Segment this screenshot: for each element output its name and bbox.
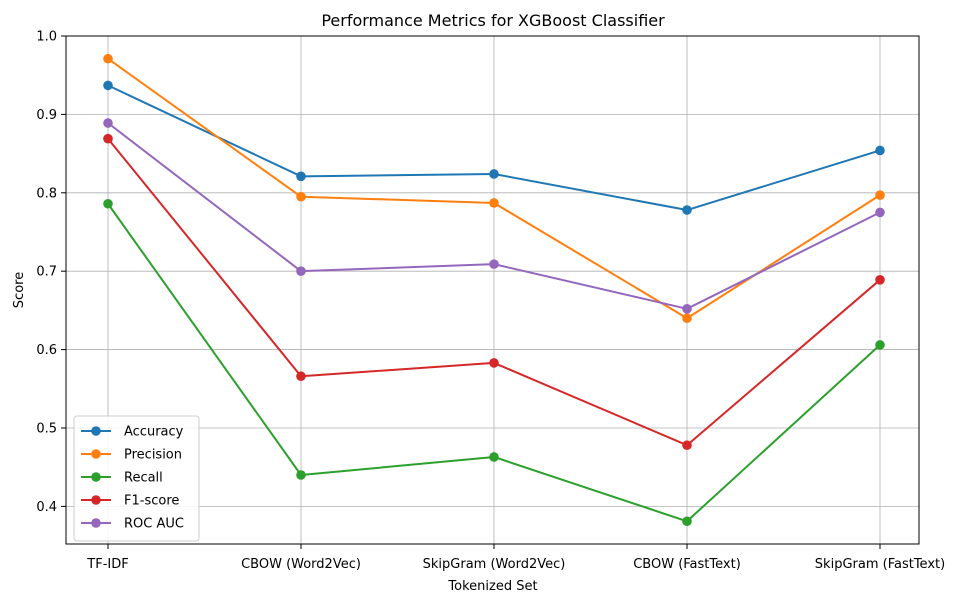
chart-title: Performance Metrics for XGBoost Classifi…: [321, 11, 665, 30]
legend-label: Precision: [124, 448, 182, 463]
data-point-precision: [682, 313, 692, 324]
data-point-precision: [875, 190, 885, 200]
data-point-roc-auc: [682, 304, 692, 314]
legend-swatch-marker: [91, 472, 101, 482]
x-tick-label: SkipGram (Word2Vec): [423, 557, 566, 572]
plot-frame: [65, 35, 920, 545]
series-roc-auc: [103, 118, 885, 314]
legend-item: F1-score: [81, 494, 179, 509]
data-point-recall: [489, 452, 499, 462]
legend-swatch-marker: [91, 426, 101, 436]
data-point-roc-auc: [489, 259, 499, 269]
y-tick-label: 0.9: [36, 108, 57, 123]
data-point-roc-auc: [103, 118, 113, 128]
data-point-f1-score: [296, 371, 306, 382]
y-tick-label: 0.6: [36, 343, 57, 358]
data-point-recall: [682, 516, 692, 527]
y-tick-label: 0.8: [36, 186, 57, 201]
legend: Accuracy Precision Recall F1-score ROC AUC: [73, 415, 200, 542]
legend-box: [73, 415, 200, 542]
x-axis-ticks: TF-IDF CBOW (Word2Vec) SkipGram (Word2Vec)…: [86, 544, 945, 572]
series-recall: [103, 198, 885, 527]
legend-label: ROC AUC: [124, 517, 184, 532]
legend-item: Recall: [81, 471, 163, 486]
data-point-recall: [296, 470, 306, 480]
series-accuracy: [103, 80, 885, 215]
data-point-recall: [103, 198, 113, 209]
x-axis-title: Tokenized Set: [447, 579, 537, 594]
data-point-roc-auc: [296, 266, 306, 276]
y-tick-label: 1.0: [36, 30, 57, 45]
data-point-f1-score: [682, 440, 692, 451]
data-point-accuracy: [296, 171, 306, 182]
data-point-precision: [489, 198, 499, 208]
legend-swatch-marker: [91, 449, 101, 459]
data-point-f1-score: [489, 358, 499, 368]
x-tick-label: SkipGram (FastText): [815, 557, 945, 572]
series-f1-score: [103, 133, 885, 451]
x-tick-label: CBOW (Word2Vec): [241, 557, 361, 572]
y-axis-title: Score: [12, 272, 27, 308]
data-point-roc-auc: [875, 207, 885, 218]
data-point-accuracy: [103, 80, 113, 91]
legend-swatch-marker: [91, 495, 101, 505]
data-point-precision: [103, 53, 113, 64]
legend-item: ROC AUC: [81, 517, 184, 532]
legend-swatch-marker: [91, 518, 101, 528]
data-point-accuracy: [875, 145, 885, 156]
data-point-recall: [875, 340, 885, 350]
y-axis-ticks: 0.4 0.5 0.6 0.7 0.8 0.9 1.0: [36, 30, 66, 515]
data-point-precision: [296, 191, 306, 202]
series-layer: [103, 53, 885, 527]
data-point-accuracy: [489, 169, 499, 179]
legend-label: Recall: [124, 471, 163, 486]
data-point-f1-score: [875, 275, 885, 285]
data-point-f1-score: [103, 133, 113, 144]
y-tick-label: 0.7: [36, 265, 57, 280]
x-tick-label: CBOW (FastText): [633, 557, 741, 572]
x-tick-label: TF-IDF: [86, 557, 128, 572]
y-tick-label: 0.5: [36, 421, 57, 436]
y-tick-label: 0.4: [36, 500, 57, 515]
legend-label: F1-score: [124, 494, 179, 509]
data-point-accuracy: [682, 205, 692, 215]
legend-item: Accuracy: [81, 425, 184, 440]
legend-item: Precision: [81, 448, 182, 463]
legend-label: Accuracy: [124, 425, 184, 440]
